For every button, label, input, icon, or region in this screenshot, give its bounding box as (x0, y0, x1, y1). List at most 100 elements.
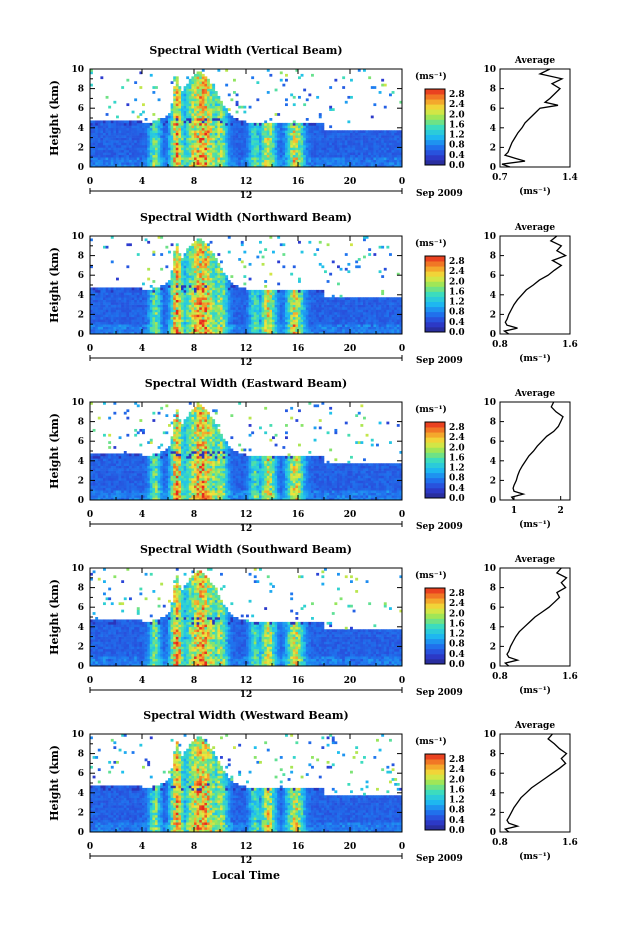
heatmap-cell (196, 127, 200, 131)
heatmap-cell (191, 319, 195, 323)
colorbar-swatch (425, 129, 445, 135)
heatmap-cell (269, 135, 273, 138)
heatmap-cell (220, 282, 223, 286)
heatmap-cell (256, 326, 260, 330)
heatmap-cell (222, 113, 226, 116)
heatmap-cell (266, 164, 270, 168)
heatmap-cell (287, 144, 291, 148)
heatmap-cell (121, 159, 125, 163)
heatmap-cell (194, 159, 197, 163)
heatmap-cell (225, 316, 229, 320)
heatmap-cell (318, 135, 322, 138)
heatmap-cell (204, 127, 208, 131)
heatmap-cell (235, 302, 239, 305)
heatmap-cell (285, 130, 288, 133)
heatmap-cell (170, 137, 174, 141)
heatmap-cell (217, 147, 221, 151)
heatmap-cell (214, 289, 218, 293)
heatmap-cell (199, 159, 203, 163)
heatmap-cell (324, 140, 327, 143)
heatmap-cell (207, 154, 210, 158)
heatmap-cell (173, 311, 177, 315)
heatmap-cell (391, 157, 395, 160)
heatmap-cell (131, 110, 135, 114)
heatmap-cell (155, 152, 158, 156)
heatmap-cell (305, 309, 309, 313)
heatmap-cell (201, 248, 205, 251)
heatmap-cell (292, 140, 296, 143)
heatmap-cell (233, 164, 236, 168)
heatmap-cell (116, 297, 119, 300)
heatmap-cell (261, 319, 265, 323)
heatmap-cell (196, 98, 200, 102)
heatmap-cell (173, 307, 177, 310)
heatmap-cell (168, 135, 171, 138)
heatmap-cell (230, 307, 234, 310)
heatmap-cell (90, 316, 93, 320)
heatmap-cell (123, 137, 127, 141)
heatmap-cell (175, 289, 179, 293)
heatmap-cell (269, 324, 273, 327)
heatmap-cell (123, 307, 127, 310)
heatmap-cell (149, 299, 153, 303)
heatmap-cell (110, 326, 114, 330)
heatmap-cell (142, 140, 145, 143)
heatmap-cell (337, 299, 340, 303)
heatmap-cell (264, 140, 268, 143)
heatmap-cell (337, 307, 340, 310)
heatmap-cell (147, 321, 151, 325)
heatmap-cell (186, 329, 190, 332)
heatmap-cell (207, 287, 210, 291)
colorbar-swatch (425, 104, 445, 110)
heatmap-cell (173, 162, 177, 165)
heatmap-cell (246, 311, 249, 315)
heatmap-cell (121, 326, 125, 330)
heatmap-cell (196, 81, 200, 84)
heatmap-cell (222, 159, 226, 163)
heatmap-cell (95, 299, 99, 303)
heatmap-cell (282, 265, 286, 269)
heatmap-cell (92, 127, 96, 131)
heatmap-cell (103, 130, 106, 133)
heatmap-cell (220, 331, 223, 335)
heatmap-cell (274, 307, 278, 310)
heatmap-cell (173, 285, 177, 288)
heatmap-cell (350, 159, 353, 163)
heatmap-cell (204, 164, 208, 168)
heatmap-cell (147, 240, 151, 244)
heatmap-cell (199, 100, 203, 104)
heatmap-cell (274, 127, 278, 131)
heatmap-cell (227, 319, 231, 323)
heatmap-cell (334, 329, 338, 332)
heatmap-cell (337, 309, 340, 313)
heatmap-cell (207, 285, 210, 288)
heatmap-cell (230, 135, 234, 138)
heatmap-cell (173, 277, 177, 281)
heatmap-cell (318, 309, 322, 313)
heatmap-cell (152, 147, 156, 151)
heatmap-cell (116, 120, 119, 124)
heatmap-cell (290, 144, 294, 148)
heatmap-cell (220, 260, 223, 264)
heatmap-cell (378, 142, 382, 146)
heatmap-cell (324, 132, 327, 136)
heatmap-cell (178, 321, 182, 325)
heatmap-cell (175, 110, 179, 114)
heatmap-cell (129, 297, 132, 300)
heatmap-cell (201, 137, 205, 141)
heatmap-cell (316, 152, 320, 156)
heatmap-cell (329, 297, 333, 300)
heatmap-cell (116, 316, 119, 320)
heatmap-cell (100, 125, 104, 129)
heatmap-cell (204, 277, 208, 281)
heatmap-cell (113, 297, 117, 300)
heatmap-cell (272, 149, 275, 153)
heatmap-cell (357, 135, 361, 138)
heatmap-cell (194, 316, 197, 320)
heatmap-cell (347, 324, 351, 327)
heatmap-cell (233, 140, 236, 143)
heatmap-cell (355, 132, 359, 136)
heatmap-cell (175, 248, 179, 251)
heatmap-cell (287, 316, 291, 320)
heatmap-cell (318, 324, 322, 327)
